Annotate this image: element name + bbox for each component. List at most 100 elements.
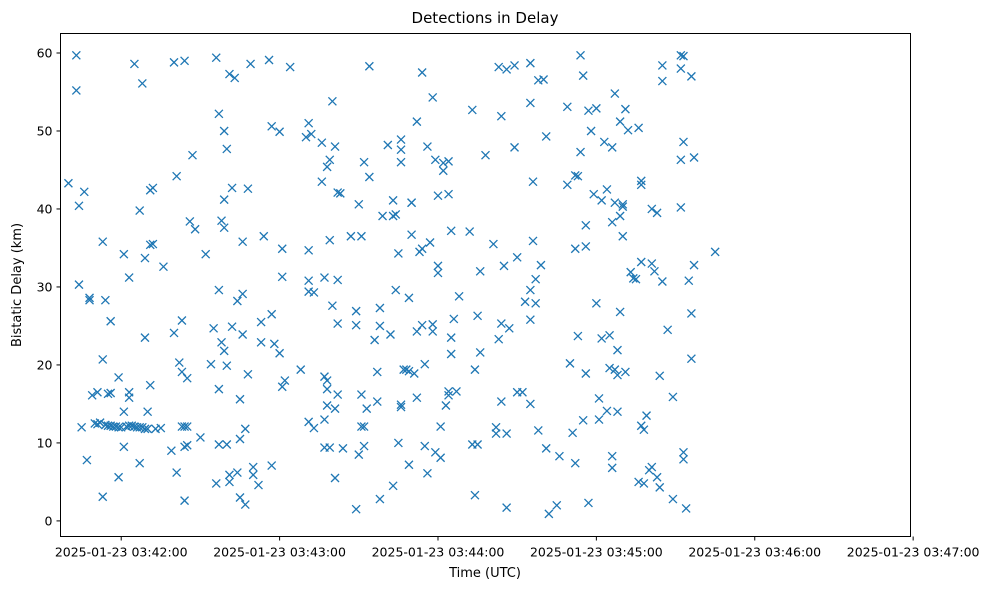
x-tick-label: 2025-01-23 03:44:00 [372,545,505,560]
data-point [87,390,97,400]
data-point [201,249,211,259]
data-point [256,317,266,327]
data-point [525,315,535,325]
data-point [396,157,406,167]
data-point [95,418,105,428]
data-point [404,293,414,303]
data-point [386,330,395,339]
data-point [475,347,485,357]
data-point [399,365,409,375]
data-point [634,123,644,133]
data-point [417,320,427,330]
data-point [510,142,519,152]
data-point [615,211,625,221]
data-point [657,277,667,286]
data-point [119,407,129,417]
data-point [180,496,190,506]
data-point [599,137,609,147]
data-point [436,453,446,463]
data-point [222,361,232,371]
data-point [137,78,147,88]
data-point [320,273,329,283]
data-point [444,390,454,400]
data-point [576,50,585,60]
data-point [531,298,541,308]
data-point [304,417,314,427]
data-point [631,274,641,284]
data-point [647,259,657,269]
data-point [417,68,427,77]
data-point [401,365,411,375]
data-point [679,51,688,61]
data-point [356,390,366,400]
data-point [222,440,232,449]
data-point [613,407,622,417]
data-point [322,376,332,385]
data-point [473,311,483,321]
data-point [375,321,385,331]
data-point [494,334,504,344]
data-point [333,275,343,285]
data-point [322,384,332,394]
data-point [583,106,593,116]
data-point [82,455,92,465]
data-point [246,59,256,69]
data-point [211,479,221,488]
data-point [137,422,147,432]
data-point [676,202,686,212]
data-point [620,104,630,114]
data-point [446,349,456,359]
data-point [172,171,182,181]
data-point [135,206,145,215]
data-point [77,422,87,432]
data-point [517,387,527,397]
data-point [676,155,686,165]
data-point [634,477,644,487]
data-point [230,73,240,83]
data-point [74,280,84,290]
data-point [605,330,615,340]
data-point [148,239,158,249]
data-point [652,208,662,218]
data-point [438,158,448,168]
data-point [248,462,258,472]
data-point [602,406,612,416]
data-point [224,477,234,487]
data-point [422,142,432,152]
data-point [166,446,176,456]
data-point [256,337,266,347]
data-point [98,237,108,247]
data-point [224,470,234,480]
data-point [554,451,564,461]
data-point [325,155,335,165]
data-point [140,424,150,434]
data-point [304,276,314,286]
data-point [235,434,245,444]
data-point [541,443,551,453]
data-point [119,249,129,259]
data-point [591,298,601,308]
x-tick-label: 2025-01-23 03:47:00 [847,545,980,560]
data-point [520,297,530,307]
data-point [570,170,580,180]
data-point [647,462,657,472]
data-point [544,509,554,519]
data-point [372,367,382,377]
data-point [568,428,578,438]
y-tick-label: 10 [37,435,53,450]
data-point [562,180,572,190]
data-point [618,231,628,241]
data-point [607,142,617,152]
data-point [552,500,562,510]
data-point [581,220,591,230]
x-tick-label: 2025-01-23 03:42:00 [55,545,188,560]
data-point [499,261,509,271]
data-point [240,500,250,509]
chart-title: Detections in Delay [412,9,559,27]
data-point [269,339,279,349]
data-point [613,370,622,380]
data-point [491,422,501,432]
data-point [85,295,94,305]
data-point [143,424,153,434]
data-point [71,50,81,60]
